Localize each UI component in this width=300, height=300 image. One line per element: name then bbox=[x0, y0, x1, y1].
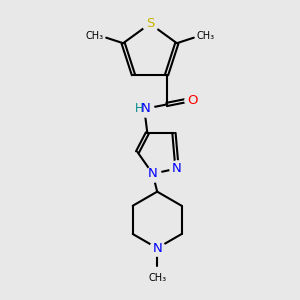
Text: N: N bbox=[148, 167, 158, 180]
Text: H: H bbox=[135, 102, 143, 116]
Text: CH₃: CH₃ bbox=[86, 31, 104, 41]
Text: CH₃: CH₃ bbox=[196, 31, 214, 41]
Text: N: N bbox=[152, 242, 162, 255]
Text: CH₃: CH₃ bbox=[148, 272, 166, 283]
Text: N: N bbox=[172, 162, 182, 175]
Text: O: O bbox=[187, 94, 198, 106]
Text: N: N bbox=[141, 102, 151, 116]
Text: S: S bbox=[146, 17, 154, 30]
